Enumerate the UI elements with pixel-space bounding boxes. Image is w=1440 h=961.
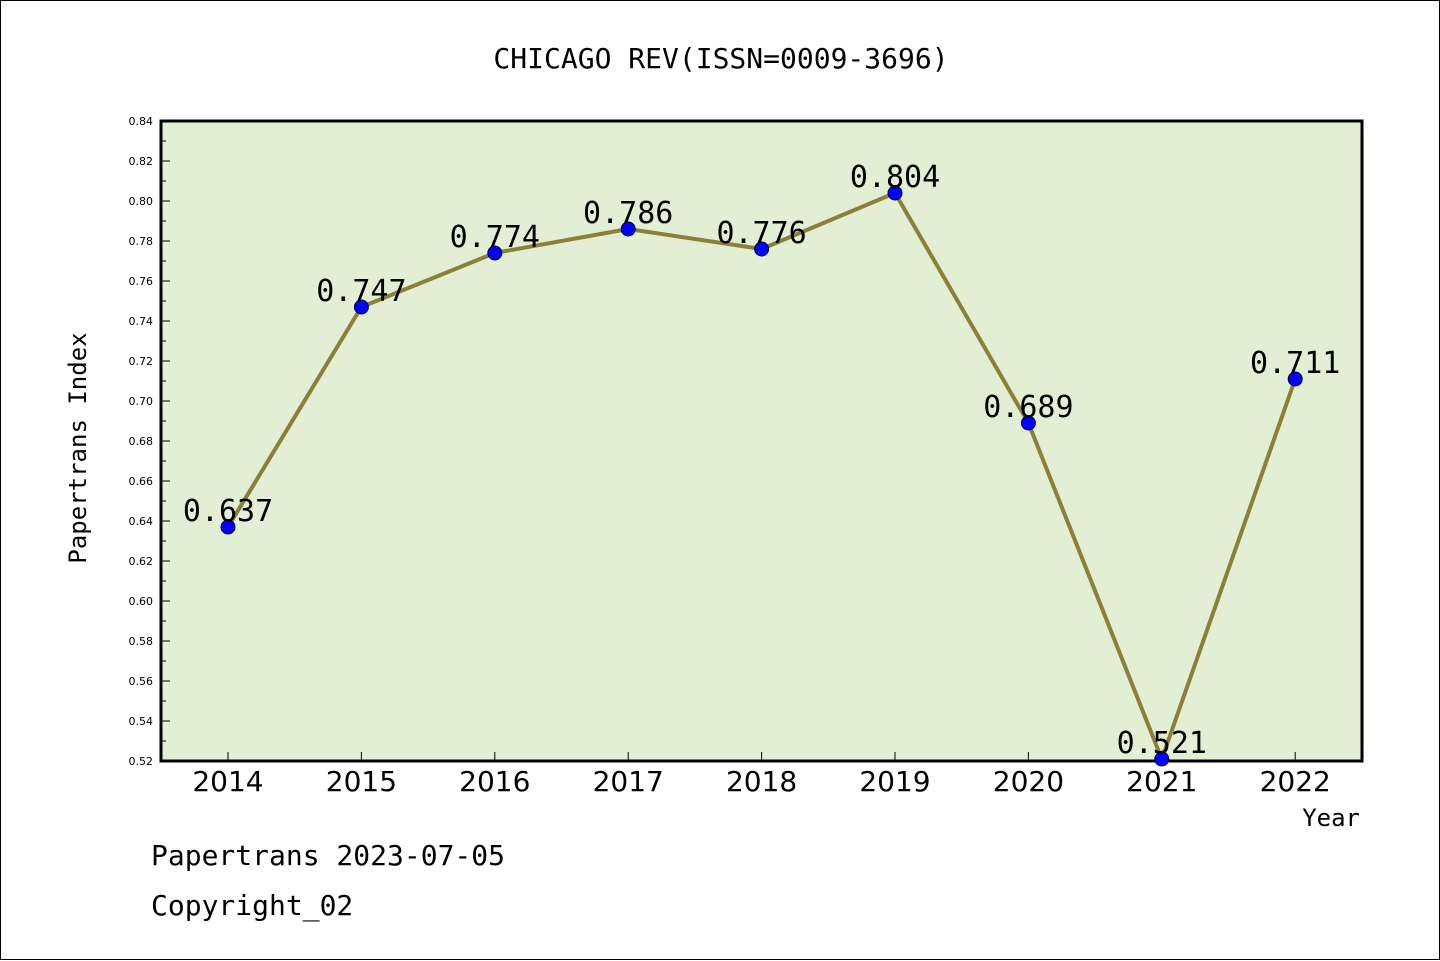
y-tick-label: 0.66: [129, 475, 154, 488]
data-label-group: 0.637 0.747 0.774 0.786 0.776 0.804 0.689 0.521…: [183, 160, 1341, 761]
y-tick-label: 0.76: [129, 275, 154, 288]
data-point: [487, 245, 503, 261]
footer-copyright: Copyright_02: [151, 889, 353, 923]
y-tick-label: 0.70: [129, 395, 154, 408]
data-point: [1154, 751, 1170, 767]
y-tick-label: 0.54: [129, 715, 154, 728]
y-tick-label: 0.68: [129, 435, 154, 448]
x-tick-label: 2018: [726, 765, 797, 798]
x-tick-label: 2014: [192, 765, 263, 798]
data-point: [887, 185, 903, 201]
plot-area: [159, 119, 1364, 763]
y-tick-label: 0.82: [129, 155, 154, 168]
data-point: [353, 299, 369, 315]
x-tick-label: 2019: [859, 765, 930, 798]
y-tick-label: 0.64: [129, 515, 154, 528]
data-point-group: [220, 185, 1303, 767]
data-point: [220, 519, 236, 535]
data-label: 0.747: [316, 274, 406, 309]
data-point: [1020, 415, 1036, 431]
data-label: 0.521: [1117, 726, 1207, 761]
x-tick-label: 2015: [326, 765, 397, 798]
y-tick-label: 0.58: [129, 635, 154, 648]
y-tick-label: 0.62: [129, 555, 154, 568]
y-tick-label: 0.74: [129, 315, 154, 328]
data-label: 0.711: [1250, 346, 1340, 381]
chart-title: CHICAGO REV(ISSN=0009-3696): [493, 42, 948, 75]
x-axis: 2014 2015 2016 2017 2018 2019 2020 2021 2022: [192, 752, 1331, 798]
data-point: [754, 241, 770, 257]
y-tick-label: 0.80: [129, 195, 154, 208]
y-tick-label: 0.72: [129, 355, 154, 368]
y-axis: 0.52 0.54 0.56 0.58 0.60 0.62 0.64 0.66 0.68 0.70…: [129, 115, 170, 768]
data-label: 0.689: [983, 390, 1073, 425]
data-label: 0.804: [850, 160, 940, 195]
x-tick-label: 2016: [459, 765, 530, 798]
data-label: 0.774: [450, 220, 540, 255]
x-tick-label: 2021: [1126, 765, 1197, 798]
footer-date: Papertrans 2023-07-05: [151, 839, 505, 872]
x-axis-label: Year: [1302, 804, 1360, 832]
y-tick-label: 0.56: [129, 675, 154, 688]
data-label: 0.776: [716, 216, 806, 251]
y-tick-label: 0.84: [129, 115, 154, 128]
data-label: 0.637: [183, 494, 273, 529]
data-point: [1287, 371, 1303, 387]
y-tick-label: 0.78: [129, 235, 154, 248]
x-tick-label: 2022: [1260, 765, 1331, 798]
y-tick-label: 0.60: [129, 595, 154, 608]
x-tick-label: 2020: [993, 765, 1064, 798]
data-point: [620, 221, 636, 237]
data-label: 0.786: [583, 196, 673, 231]
x-tick-label: 2017: [593, 765, 664, 798]
y-tick-label: 0.52: [129, 755, 154, 768]
y-axis-label: Papertrans Index: [64, 332, 92, 563]
